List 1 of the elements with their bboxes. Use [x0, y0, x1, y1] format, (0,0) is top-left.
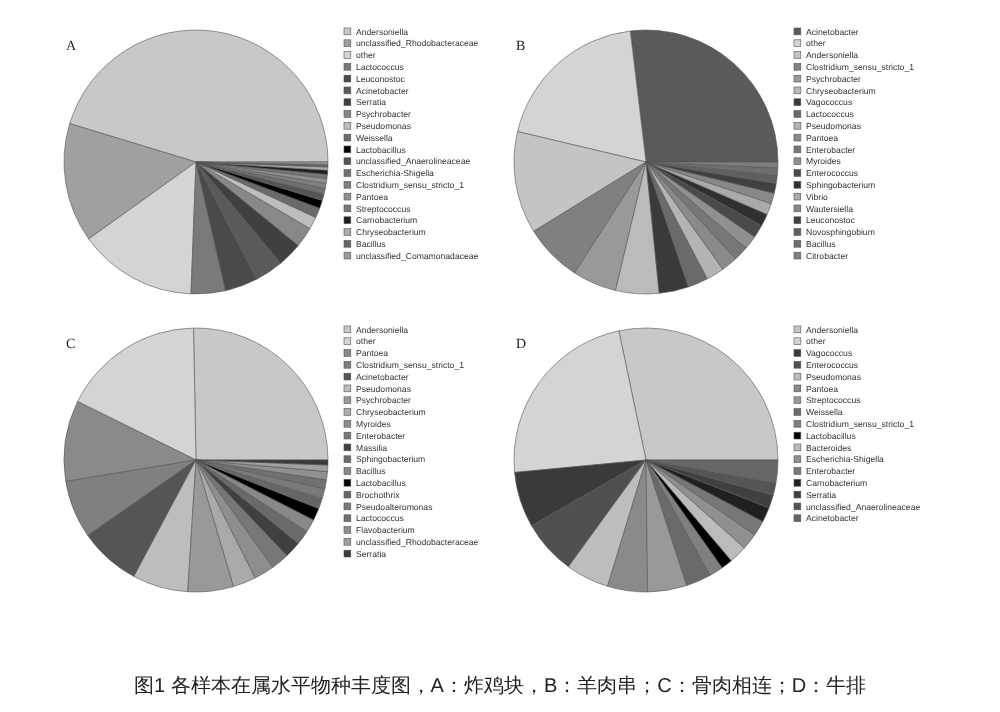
caption: 图1 各样本在属水平物种丰度图，A：炸鸡块，B：羊肉串；C：骨肉相连；D：牛排 [133, 674, 867, 698]
